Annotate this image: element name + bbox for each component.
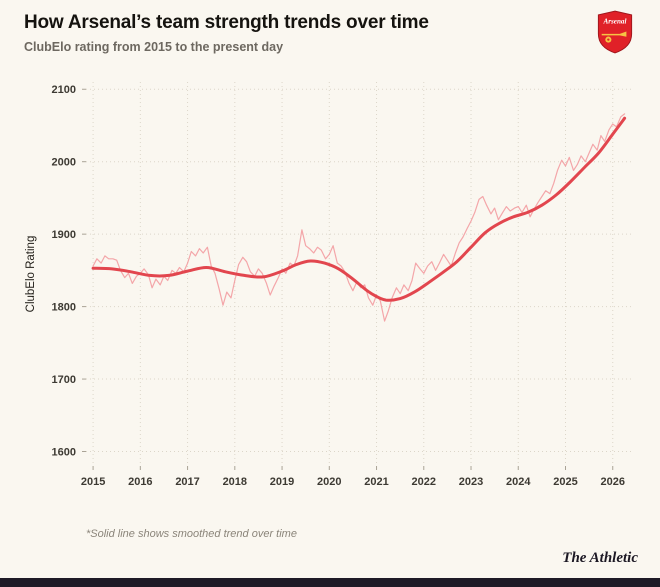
svg-text:2025: 2025 xyxy=(553,476,577,488)
svg-text:2018: 2018 xyxy=(223,476,247,488)
svg-text:2023: 2023 xyxy=(459,476,483,488)
crest-label: Arsenal xyxy=(603,17,627,25)
svg-text:1900: 1900 xyxy=(52,229,76,241)
svg-text:2020: 2020 xyxy=(317,476,341,488)
svg-text:2000: 2000 xyxy=(52,157,76,169)
svg-text:1700: 1700 xyxy=(52,374,76,386)
svg-text:2024: 2024 xyxy=(506,476,531,488)
svg-text:2017: 2017 xyxy=(175,476,199,488)
page-subtitle: ClubElo rating from 2015 to the present … xyxy=(24,40,284,54)
svg-text:2100: 2100 xyxy=(52,84,76,96)
svg-text:2016: 2016 xyxy=(128,476,152,488)
svg-text:ClubElo Rating: ClubElo Rating xyxy=(25,236,37,313)
svg-text:2022: 2022 xyxy=(412,476,436,488)
the-athletic-wordmark: The Athletic xyxy=(562,550,638,566)
svg-text:2021: 2021 xyxy=(364,476,388,488)
bottom-strip xyxy=(0,578,660,587)
svg-text:2015: 2015 xyxy=(81,476,105,488)
page-title: How Arsenal’s team strength trends over … xyxy=(24,12,429,33)
svg-text:2026: 2026 xyxy=(600,476,624,488)
svg-text:1800: 1800 xyxy=(52,302,76,314)
clubelo-trend-chart: 1600 1700 1800 1900 2000 2100 2015 2016 2017 2018… xyxy=(25,82,634,488)
svg-text:2019: 2019 xyxy=(270,476,294,488)
arsenal-crest-icon: Arsenal xyxy=(596,10,634,54)
chart-footnote: *Solid line shows smoothed trend over ti… xyxy=(86,528,297,540)
svg-text:1600: 1600 xyxy=(52,447,76,459)
